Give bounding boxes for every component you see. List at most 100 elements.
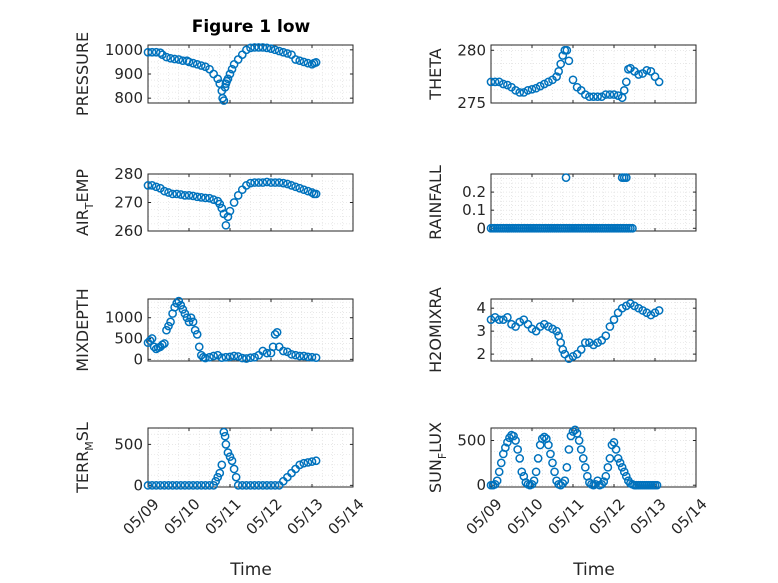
data-point	[634, 70, 643, 79]
y-axis-label-subscript: T	[83, 202, 96, 210]
data-point	[611, 445, 621, 454]
data-point	[184, 317, 194, 327]
data-point	[513, 445, 523, 454]
data-point	[654, 306, 664, 315]
data-point	[299, 57, 309, 67]
data-point	[494, 315, 504, 325]
y-tick-label: 4	[476, 299, 486, 317]
data-point	[270, 330, 280, 339]
data-point	[149, 342, 159, 352]
y-axis-label-main: SUN	[426, 459, 445, 493]
y-axis-label: H2OMIXRA	[426, 287, 445, 373]
data-point	[531, 467, 541, 477]
data-point	[215, 199, 225, 209]
figure-title: Figure 1 low	[192, 17, 311, 37]
data-point	[188, 58, 198, 68]
panel-theta: 275 280 THETA	[426, 41, 697, 112]
data-point	[515, 454, 525, 463]
data-point	[307, 188, 317, 197]
data-point	[523, 319, 533, 329]
data-point	[147, 334, 157, 343]
data-point	[270, 178, 280, 187]
data-point	[250, 352, 259, 362]
data-point	[605, 322, 615, 331]
data-point	[619, 85, 629, 95]
y-tick-label: 500	[114, 330, 143, 348]
data-point	[258, 43, 268, 52]
data-point	[531, 83, 541, 93]
data-point	[180, 481, 190, 490]
y-axis-label-main: THETA	[426, 48, 445, 100]
data-point	[192, 192, 202, 202]
data-point	[589, 92, 598, 102]
data-point	[287, 181, 296, 190]
data-point	[544, 77, 553, 87]
data-point	[278, 178, 288, 188]
data-point	[652, 480, 662, 490]
data-point	[299, 458, 309, 468]
data-point	[262, 177, 272, 187]
y-tick-label: 500	[114, 435, 143, 453]
data-point	[519, 88, 529, 97]
data-point	[552, 72, 561, 81]
data-point	[501, 443, 510, 453]
data-point	[205, 193, 214, 203]
data-point	[192, 481, 202, 490]
data-point	[307, 457, 317, 466]
data-point	[561, 173, 571, 182]
data-point	[151, 481, 161, 490]
y-tick-label: 0	[133, 476, 143, 494]
data-point	[164, 481, 173, 490]
data-point	[564, 445, 574, 454]
data-point	[250, 178, 259, 187]
data-point	[560, 476, 570, 486]
data-point	[617, 462, 627, 472]
data-point	[220, 431, 230, 441]
x-tick-label: 05/12	[242, 495, 285, 538]
data-point	[576, 345, 586, 354]
data-point	[246, 178, 255, 188]
data-point	[268, 342, 278, 352]
data-point	[172, 189, 182, 199]
panel-terrmsl: 0 500 TERRMSL 05/0905/1005/1105/1205/1305/1…	[73, 422, 368, 538]
data-point	[155, 48, 165, 58]
data-point	[186, 313, 196, 323]
y-tick-label: 900	[114, 65, 143, 83]
data-point	[650, 72, 660, 81]
data-point	[266, 178, 276, 187]
data-point	[580, 338, 590, 347]
panel-pressure: 800 900 1000 PRESSURE	[73, 32, 354, 116]
data-point	[237, 185, 247, 195]
y-tick-label: 0.1	[462, 201, 486, 219]
data-point	[211, 476, 220, 486]
panel-rainfall: 00.10.2 RAINFALL	[426, 165, 697, 240]
data-point	[227, 64, 237, 74]
data-point	[143, 181, 153, 190]
data-point	[605, 90, 615, 99]
data-point	[295, 460, 305, 470]
data-point	[176, 190, 186, 199]
x-axis-label-left: Time	[229, 560, 272, 580]
y-tick-label: 0	[476, 476, 486, 494]
data-point	[223, 74, 233, 84]
data-point	[283, 472, 292, 482]
data-point	[209, 481, 218, 490]
data-point	[511, 436, 520, 445]
panel-mixdepth: 0 500 1000 MIXDEPTH	[73, 288, 354, 372]
data-point	[287, 349, 296, 359]
data-point	[194, 342, 204, 352]
data-point	[205, 481, 214, 490]
data-point	[299, 351, 309, 361]
data-point	[180, 191, 190, 200]
y-tick-label: 1000	[105, 41, 143, 59]
data-point	[270, 481, 280, 490]
data-point	[209, 351, 218, 361]
data-point	[576, 445, 586, 454]
x-tick-label: 05/11	[201, 495, 244, 538]
data-point	[490, 77, 500, 87]
y-axis-label-main: TERR	[73, 451, 92, 494]
data-point	[621, 471, 631, 481]
data-point	[597, 92, 607, 102]
data-point	[258, 178, 268, 187]
